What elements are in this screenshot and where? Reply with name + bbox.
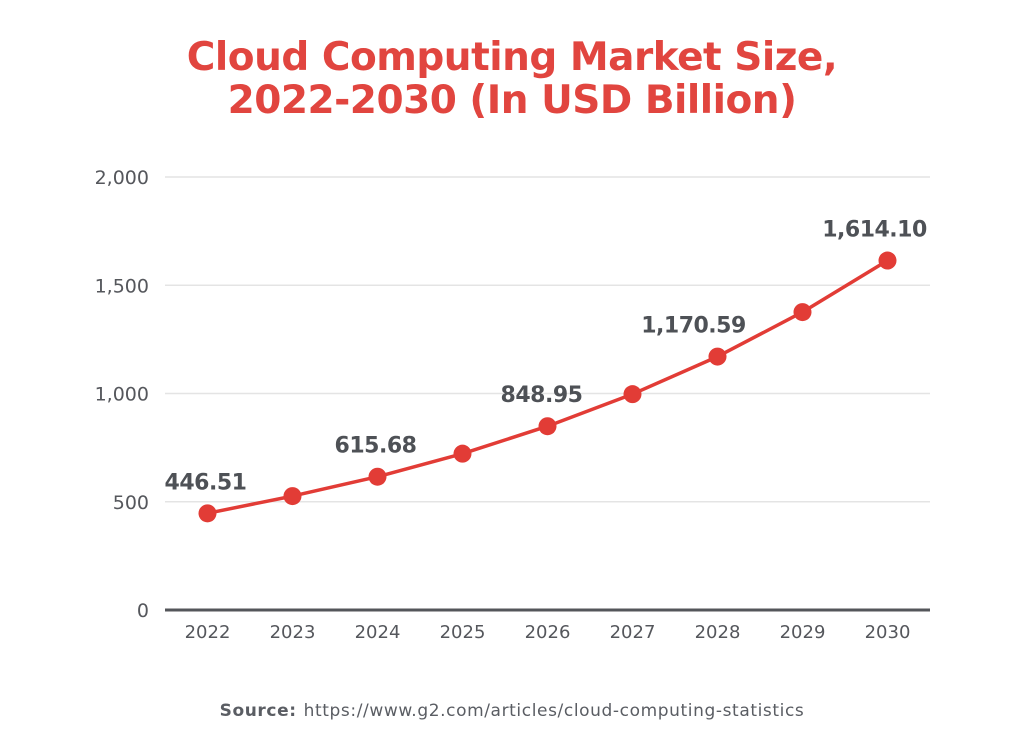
chart-title-line-1: Cloud Computing Market Size, [186, 35, 838, 80]
x-tick-label: 2025 [440, 622, 486, 643]
x-tick-label: 2022 [185, 622, 231, 643]
data-point [878, 251, 897, 270]
data-point-label: 1,170.59 [641, 314, 746, 339]
x-tick-label: 2024 [355, 622, 401, 643]
data-point [453, 444, 472, 463]
data-point-label: 848.95 [501, 383, 583, 408]
data-point [283, 487, 302, 506]
y-tick-label: 0 [137, 600, 149, 622]
data-point-label: 615.68 [335, 434, 417, 459]
data-point [198, 504, 217, 523]
x-tick-label: 2027 [610, 622, 656, 643]
source-label: Source: [219, 701, 297, 721]
data-point [708, 347, 727, 366]
data-point [368, 467, 387, 486]
data-point-label: 446.51 [165, 470, 247, 495]
x-tick-label: 2026 [525, 622, 571, 643]
y-tick-label: 1,500 [95, 275, 149, 297]
x-tick-label: 2030 [865, 622, 911, 643]
data-point [538, 417, 557, 436]
y-tick-label: 1,000 [95, 384, 149, 406]
data-point [623, 385, 642, 404]
y-tick-label: 500 [113, 492, 149, 514]
source-line: Source: https://www.g2.com/articles/cloud… [0, 701, 1024, 721]
data-point [793, 303, 812, 322]
y-tick-label: 2,000 [95, 167, 149, 189]
x-tick-label: 2028 [695, 622, 741, 643]
x-tick-label: 2023 [270, 622, 316, 643]
data-point-label: 1,614.10 [822, 218, 927, 243]
chart-title-line-2: 2022-2030 (In USD Billion) [227, 78, 797, 123]
x-tick-label: 2029 [780, 622, 826, 643]
chart-title: Cloud Computing Market Size, 2022-2030 (… [0, 36, 1024, 122]
source-url: https://www.g2.com/articles/cloud-comput… [303, 701, 805, 721]
